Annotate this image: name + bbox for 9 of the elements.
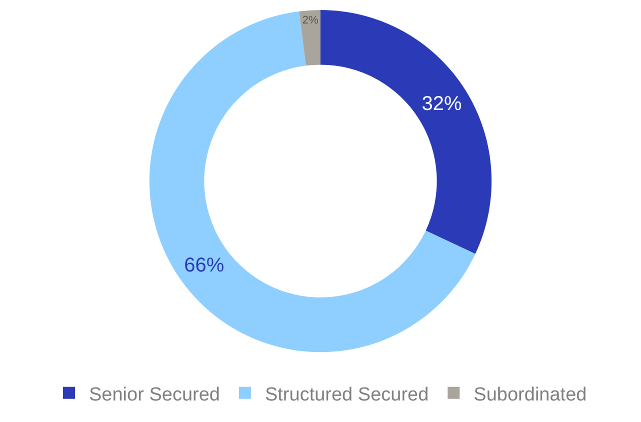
data-label: 66%	[184, 254, 224, 277]
donut-slice	[320, 10, 492, 254]
legend-label: Subordinated	[474, 384, 587, 406]
legend-label: Structured Secured	[264, 384, 429, 406]
data-label: 32%	[422, 93, 462, 116]
donut-slice	[149, 11, 476, 352]
legend-label: Senior Secured	[89, 384, 220, 406]
donut-slice	[299, 10, 320, 66]
data-label: 2%	[302, 14, 318, 27]
